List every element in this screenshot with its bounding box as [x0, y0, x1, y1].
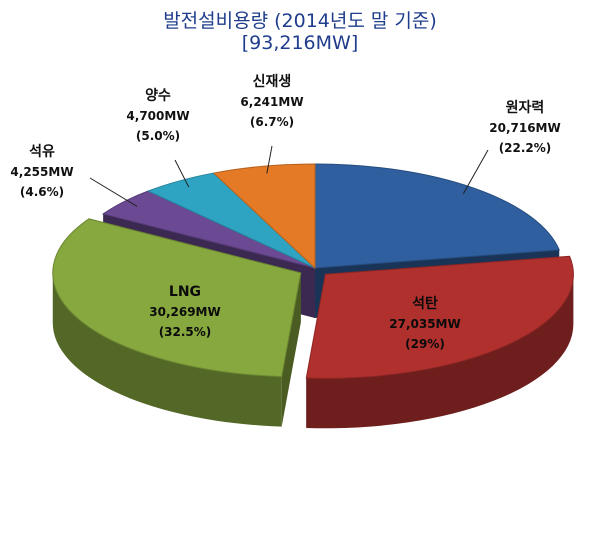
slice-value: 4,255MW [10, 165, 74, 179]
label-nuclear: 원자력 20,716MW (22.2%) [470, 98, 580, 158]
pie-slice-원자력 [314, 163, 560, 269]
slice-name: 석유 [29, 144, 55, 160]
slice-name: 석탄 [412, 296, 438, 312]
slice-name: LNG [168, 284, 202, 300]
slice-name: 신재생 [252, 74, 292, 90]
slice-value: 4,700MW [126, 109, 190, 123]
slice-value: 30,269MW [149, 305, 221, 319]
pie-slice-석탄 [305, 255, 574, 379]
slice-name: 양수 [145, 88, 171, 104]
slice-value: 6,241MW [240, 95, 304, 109]
slice-percent: (29%) [405, 337, 445, 351]
label-renewable: 신재생 6,241MW (6.7%) [222, 72, 322, 132]
slice-name: 원자력 [505, 100, 545, 116]
slice-percent: (4.6%) [19, 185, 65, 199]
slice-value: 20,716MW [489, 121, 561, 135]
slice-side-wall [52, 272, 282, 427]
slice-percent: (32.5%) [158, 325, 212, 339]
leader-line [462, 149, 489, 195]
chart-subtitle: [93,216MW] [241, 32, 359, 54]
slice-side-wall [306, 274, 574, 429]
slice-percent: (6.7%) [249, 115, 295, 129]
pie-slice-LNG [52, 218, 302, 378]
slice-percent: (5.0%) [135, 129, 181, 143]
leader-line [89, 177, 138, 207]
leader-line [266, 145, 273, 174]
label-coal: 석탄 27,035MW (29%) [370, 294, 480, 354]
pie-slice-신재생 [212, 163, 316, 270]
slice-value: 27,035MW [389, 317, 461, 331]
leader-line [174, 159, 190, 188]
chart-title: 발전설비용량 (2014년도 말 기준) [163, 10, 437, 32]
label-pumped: 양수 4,700MW (5.0%) [108, 86, 208, 146]
label-oil: 석유 4,255MW (4.6%) [0, 142, 84, 202]
label-lng: LNG 30,269MW (32.5%) [130, 282, 240, 342]
slice-percent: (22.2%) [498, 141, 552, 155]
